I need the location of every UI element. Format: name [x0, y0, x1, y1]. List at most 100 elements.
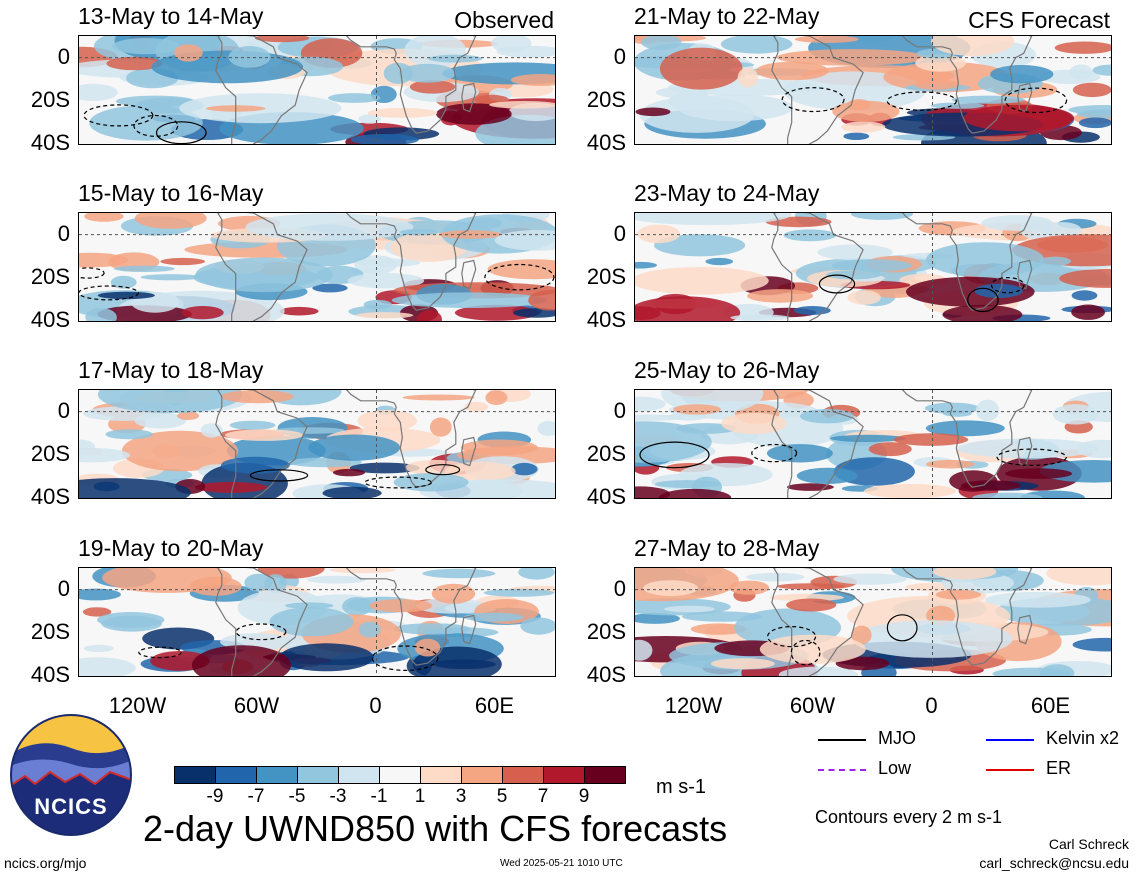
y-tick-label: 40S [30, 484, 70, 509]
map-panel [634, 212, 1112, 322]
panel-source-label: Observed [454, 7, 554, 33]
anomaly-blob [228, 46, 271, 68]
panel-title: 13-May to 14-May [78, 3, 264, 29]
y-tick-label: 20S [586, 440, 626, 466]
anomaly-blob [105, 429, 153, 440]
anomaly-blob [229, 420, 276, 430]
author-name: Carl Schreck [1048, 836, 1129, 852]
anomaly-blob [833, 573, 907, 585]
anomaly-blob [101, 615, 162, 632]
anomaly-blob [1072, 637, 1111, 652]
anomaly-blob [655, 86, 708, 99]
anomaly-blob [933, 568, 997, 580]
anomaly-blob [852, 620, 1013, 658]
map-panel [78, 567, 556, 677]
anomaly-blob [194, 481, 268, 493]
anomaly-blob [312, 283, 348, 293]
anomaly-blob [843, 132, 870, 140]
anomaly-blob [160, 257, 206, 266]
anomaly-blob [357, 410, 418, 432]
anomaly-blob [755, 61, 829, 81]
mjo-contour [235, 623, 287, 641]
colorbar-swatch [297, 766, 339, 784]
anomaly-blob [518, 568, 555, 580]
anomaly-blob [464, 401, 489, 412]
anomaly-blob [491, 36, 532, 53]
y-tick-label: 0 [613, 397, 626, 423]
anomaly-blob [972, 492, 1043, 498]
anomaly-blob [682, 611, 762, 622]
anomaly-blob [285, 602, 334, 609]
anomaly-blob [393, 623, 471, 635]
madagascar-outline [461, 259, 477, 290]
madagascar-outline [461, 436, 477, 467]
south-america-outline [771, 568, 864, 676]
south-america-outline [215, 568, 308, 676]
anomaly-blob [399, 63, 456, 83]
wind-anomaly-field [635, 36, 1111, 144]
anomaly-blob [106, 56, 163, 71]
anomaly-blob [416, 598, 486, 614]
anomaly-blob [308, 434, 401, 461]
anomaly-blob [851, 213, 913, 220]
legend-line [818, 769, 866, 771]
x-tick-label: 0 [369, 693, 382, 718]
anomaly-blob [422, 568, 496, 579]
anomaly-blob [367, 107, 438, 118]
anomaly-blob [728, 580, 770, 595]
colorbar-tick-label: -7 [247, 786, 265, 807]
panel-source-label: CFS Forecast [968, 7, 1110, 33]
mjo-contour [751, 443, 798, 463]
anomaly-blob [306, 575, 367, 584]
footer-timestamp: Wed 2025-05-21 1010 UTC [500, 858, 623, 869]
anomaly-blob [942, 304, 1023, 321]
legend-label: Low [878, 758, 912, 778]
x-tick-label: 120W [664, 693, 723, 718]
y-tick-label: 40S [30, 130, 70, 155]
map-panel [634, 389, 1112, 499]
anomaly-blob [433, 659, 496, 669]
anomaly-blob [635, 267, 769, 295]
colorbar-tick-label: 9 [578, 786, 590, 807]
africa-outline [345, 568, 477, 666]
colorbar-swatch [502, 766, 544, 784]
anomaly-blob [181, 306, 224, 320]
mjo-contour [886, 614, 918, 642]
anomaly-blob [83, 644, 114, 652]
y-tick-label: 0 [57, 575, 70, 601]
anomaly-blob [659, 47, 743, 90]
anomaly-blob [796, 467, 858, 484]
mjo-contour [425, 464, 461, 476]
madagascar-outline [1017, 259, 1033, 290]
anomaly-blob [383, 62, 413, 84]
anomaly-blob [930, 102, 985, 109]
anomaly-blob [221, 456, 290, 474]
footer-url: ncics.org/mjo [4, 855, 87, 871]
legend-label: ER [1046, 758, 1072, 778]
legend-label: Kelvin x2 [1046, 728, 1120, 748]
anomaly-blob [635, 296, 741, 321]
anomaly-blob [322, 486, 382, 498]
colorbar-tick-label: 7 [537, 786, 549, 807]
anomaly-blob [110, 275, 137, 289]
anomaly-blob [134, 213, 207, 229]
x-tick-label: 60E [474, 693, 515, 718]
anomaly-blob [350, 134, 419, 144]
y-tick-label: 0 [613, 43, 626, 69]
anomaly-blob [245, 213, 414, 241]
anomaly-blob [769, 593, 844, 602]
author-email: carl_schreck@ncsu.edu [979, 855, 1129, 871]
anomaly-blob [817, 244, 893, 261]
anomaly-blob [444, 461, 516, 481]
anomaly-blob [786, 598, 837, 612]
south-america-outline [215, 213, 308, 321]
colorbar-swatch [420, 766, 462, 784]
colorbar-swatch [256, 766, 298, 784]
wind-anomaly-field [635, 213, 1111, 321]
anomaly-blob [177, 411, 200, 420]
anomaly-blob [786, 483, 834, 491]
anomaly-blob [428, 54, 483, 63]
africa-outline [901, 568, 1033, 666]
anomaly-blob [520, 617, 555, 635]
colorbar-tick-label: -9 [206, 786, 224, 807]
